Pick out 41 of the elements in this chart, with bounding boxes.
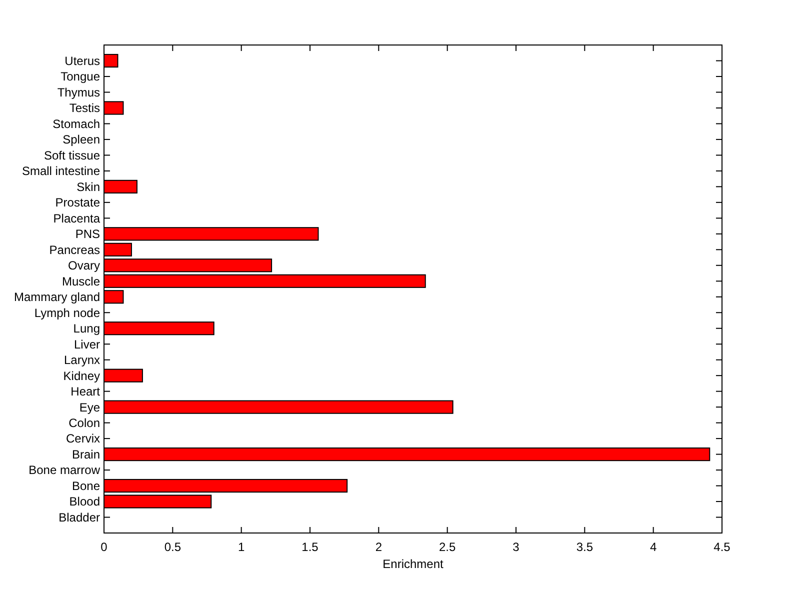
y-tick-label: Prostate — [55, 196, 100, 210]
y-tick-label: Cervix — [66, 432, 100, 446]
y-tick-label: Kidney — [63, 368, 100, 383]
y-tick-label: Tongue — [60, 70, 100, 84]
x-tick-label: 2.5 — [438, 540, 456, 554]
x-tick-label: 0.5 — [164, 540, 182, 554]
y-tick-label: Muscle — [62, 274, 100, 288]
y-tick-label: Stomach — [52, 116, 100, 131]
y-tick-label: Uterus — [64, 54, 100, 68]
y-tick-label: Bone — [72, 478, 100, 493]
x-tick-label: 1 — [238, 540, 245, 554]
y-tick-label: Ovary — [68, 258, 100, 273]
y-tick-label: Spleen — [62, 132, 100, 147]
y-tick-label: Small intestine — [22, 164, 100, 178]
y-tick-label: Heart — [70, 384, 101, 399]
x-axis-title: Enrichment — [382, 557, 444, 571]
y-tick-label: Placenta — [53, 211, 100, 226]
y-tick-label: Larynx — [64, 353, 100, 368]
y-tick-label: Mammary gland — [14, 290, 100, 304]
x-tick-label: 4.5 — [714, 540, 731, 554]
y-tick-label: PNS — [75, 227, 100, 242]
y-tick-label: Lymph node — [34, 306, 100, 320]
y-tick-label: Testis — [69, 101, 100, 116]
y-tick-label: Soft tissue — [44, 148, 100, 162]
y-tick-label: Bladder — [58, 510, 100, 524]
y-tick-label: Lung — [73, 322, 100, 336]
y-tick-label: Eye — [79, 400, 100, 414]
x-tick-label: 0 — [100, 540, 108, 554]
y-tick-label: Liver — [74, 337, 100, 352]
y-tick-label: Blood — [69, 494, 100, 509]
y-tick-label: Colon — [68, 416, 100, 430]
x-tick-label: 3.5 — [576, 540, 594, 554]
x-tick-label: 4 — [650, 540, 657, 554]
y-tick-label: Thymus — [57, 85, 100, 100]
y-tick-label: Pancreas — [49, 242, 100, 257]
x-tick-label: 3 — [512, 540, 520, 554]
x-tick-label: 2 — [375, 540, 382, 554]
y-tick-label: Skin — [76, 180, 100, 194]
x-tick-label: 1.5 — [302, 540, 319, 554]
y-tick-label: Bone marrow — [28, 463, 100, 478]
y-tick-label: Brain — [72, 447, 100, 462]
